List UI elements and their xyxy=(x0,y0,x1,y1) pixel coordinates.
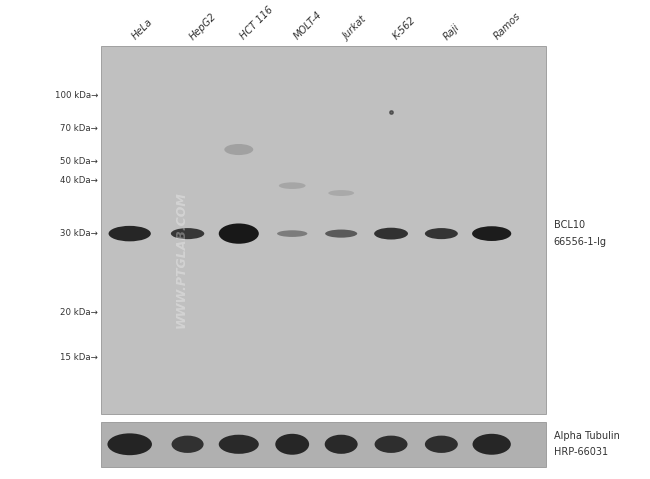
Ellipse shape xyxy=(277,230,307,237)
Ellipse shape xyxy=(219,435,259,454)
Text: WWW.PTGLAB.COM: WWW.PTGLAB.COM xyxy=(174,191,187,328)
Bar xyxy=(101,422,546,467)
Ellipse shape xyxy=(425,435,458,453)
Text: 50 kDa→: 50 kDa→ xyxy=(60,157,98,166)
Text: 40 kDa→: 40 kDa→ xyxy=(60,176,98,184)
Ellipse shape xyxy=(276,434,309,455)
Text: 20 kDa→: 20 kDa→ xyxy=(60,308,98,318)
Text: Alpha Tubulin: Alpha Tubulin xyxy=(554,431,619,441)
Bar xyxy=(101,46,546,414)
Text: HCT 116: HCT 116 xyxy=(239,5,276,42)
Text: 100 kDa→: 100 kDa→ xyxy=(55,91,98,100)
Ellipse shape xyxy=(473,434,511,455)
Text: 66556-1-Ig: 66556-1-Ig xyxy=(554,237,607,247)
Ellipse shape xyxy=(279,182,306,189)
Ellipse shape xyxy=(328,190,354,196)
Text: Ramos: Ramos xyxy=(491,11,523,42)
Ellipse shape xyxy=(472,226,512,241)
Ellipse shape xyxy=(109,226,151,241)
Text: BCL10: BCL10 xyxy=(554,220,585,230)
Text: MOLT-4: MOLT-4 xyxy=(292,10,324,42)
Ellipse shape xyxy=(107,433,152,455)
Ellipse shape xyxy=(219,224,259,244)
Text: 15 kDa→: 15 kDa→ xyxy=(60,353,98,362)
Ellipse shape xyxy=(374,435,408,453)
Text: Raji: Raji xyxy=(441,22,461,42)
Text: Jurkat: Jurkat xyxy=(341,14,369,42)
Ellipse shape xyxy=(325,229,358,238)
Ellipse shape xyxy=(171,228,204,239)
Text: 30 kDa→: 30 kDa→ xyxy=(60,229,98,238)
Text: HRP-66031: HRP-66031 xyxy=(554,447,608,457)
Text: 70 kDa→: 70 kDa→ xyxy=(60,124,98,133)
Ellipse shape xyxy=(425,228,458,239)
Text: HeLa: HeLa xyxy=(130,17,154,42)
Ellipse shape xyxy=(374,228,408,240)
Text: HepG2: HepG2 xyxy=(188,11,218,42)
Ellipse shape xyxy=(172,435,203,453)
Text: K-562: K-562 xyxy=(391,15,418,42)
Ellipse shape xyxy=(224,144,254,155)
Ellipse shape xyxy=(325,435,358,454)
